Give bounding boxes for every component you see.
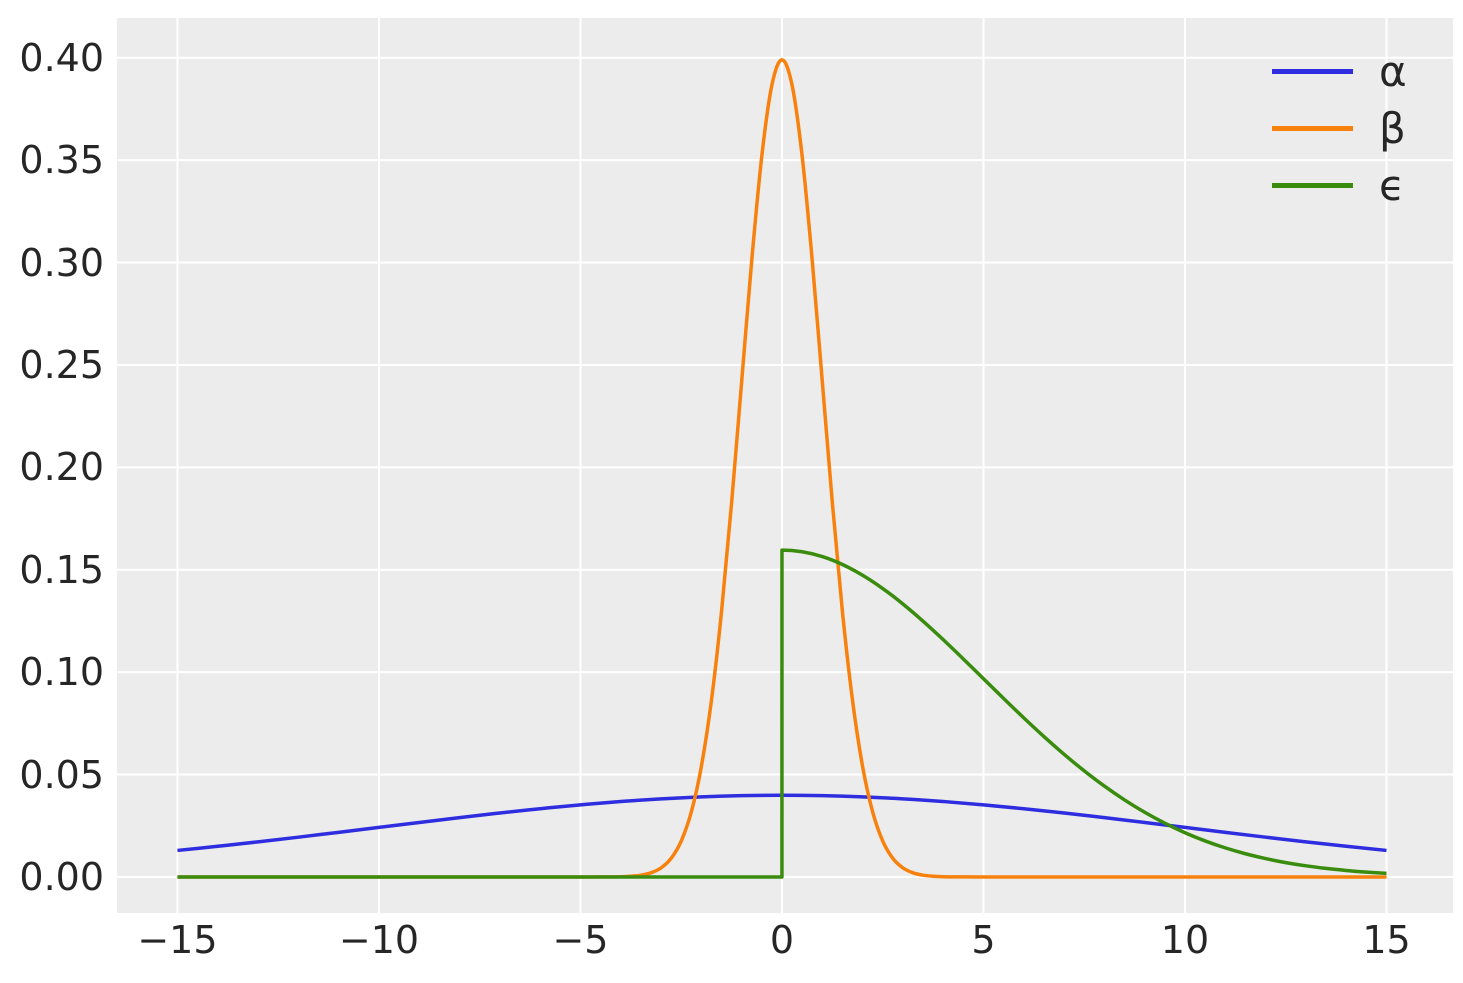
legend-entry-α: α	[1272, 43, 1407, 100]
legend-label: β	[1379, 103, 1406, 153]
plot-background	[117, 18, 1453, 913]
y-tick-label: 0.25	[19, 342, 104, 387]
x-tick-label: 10	[1160, 918, 1210, 962]
y-tick-label: 0.00	[19, 854, 104, 899]
legend-entry-ϵ: ϵ	[1272, 157, 1407, 214]
chart-canvas	[117, 18, 1453, 913]
x-tick-label: −15	[137, 918, 218, 962]
y-tick-label: 0.15	[19, 547, 104, 592]
legend-line-sample	[1272, 126, 1353, 131]
x-tick-label: −5	[552, 918, 609, 962]
legend-line-sample	[1272, 69, 1353, 74]
legend-label: ϵ	[1379, 160, 1405, 210]
y-tick-label: 0.40	[19, 35, 104, 80]
gridlines	[117, 18, 1453, 913]
y-tick-label: 0.20	[19, 445, 104, 490]
y-tick-label: 0.35	[19, 138, 104, 183]
legend-entry-β: β	[1272, 100, 1407, 157]
legend-label: α	[1379, 46, 1407, 96]
series-line-β	[177, 58, 1387, 879]
y-tick-label: 0.05	[19, 752, 104, 797]
x-tick-label: 5	[971, 918, 996, 962]
plot-area	[117, 18, 1453, 913]
x-tick-label: 0	[769, 918, 795, 962]
y-tick-label: 0.10	[19, 650, 104, 695]
x-tick-label: 15	[1362, 918, 1411, 962]
x-tick-label: −10	[338, 918, 420, 962]
legend-line-sample	[1272, 183, 1353, 188]
series-line-ϵ	[177, 548, 1387, 879]
y-tick-label: 0.30	[19, 240, 104, 285]
